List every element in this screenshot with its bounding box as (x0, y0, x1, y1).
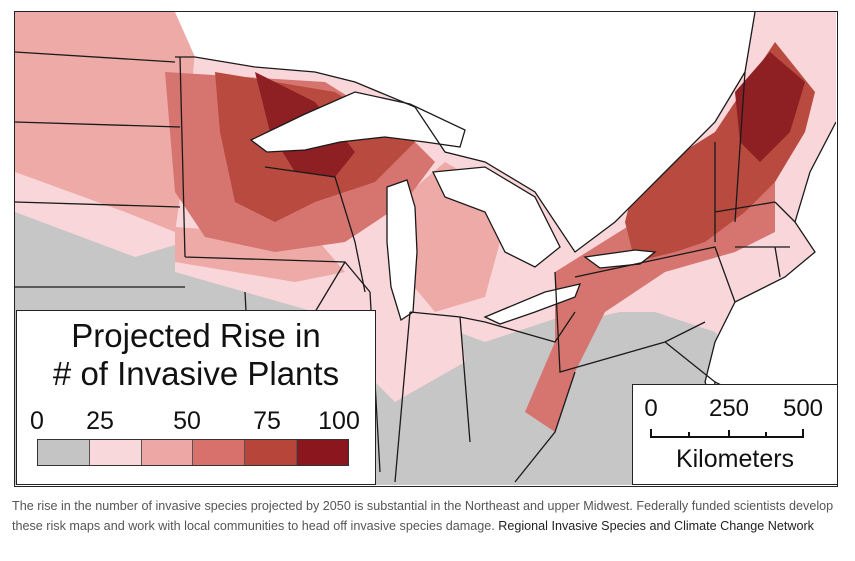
figure-caption: The rise in the number of invasive speci… (12, 496, 844, 536)
state-border (514, 271, 736, 483)
state-border (264, 166, 576, 483)
caption-text: The rise in the number of invasive speci… (12, 499, 834, 533)
scale-tick-label: 250 (708, 395, 750, 422)
legend-tick-label: 50 (173, 407, 201, 435)
map-region-darkest (735, 52, 805, 162)
legend-swatch (297, 440, 348, 465)
legend-title-line1: Projected Rise in (71, 317, 321, 354)
legend-title-line2: # of Invasive Plants (52, 355, 340, 392)
legend-swatch (141, 440, 194, 465)
scale-bar: 0 250 500 Kilometers (632, 384, 838, 485)
lake-superior (251, 92, 465, 152)
scale-tick-label: 500 (782, 395, 824, 422)
caption-source-link[interactable]: Regional Invasive Species and Climate Ch… (498, 519, 814, 533)
legend-tick-label: 100 (318, 407, 360, 435)
map-region-pale (175, 242, 465, 402)
legend-color-bar (37, 439, 349, 466)
state-border (574, 71, 796, 303)
lake-michigan (387, 180, 417, 320)
map-region-light (15, 12, 195, 232)
lake-huron (433, 167, 560, 267)
legend-swatch (38, 440, 90, 465)
legend-title: Projected Rise in # of Invasive Plants (17, 317, 375, 393)
legend-swatch (193, 440, 246, 465)
national-border (175, 12, 756, 253)
legend: Projected Rise in # of Invasive Plants 0… (16, 310, 376, 485)
scale-bar-line (650, 429, 804, 438)
scale-tick-label: 0 (644, 395, 658, 422)
scale-unit-label: Kilometers (675, 445, 795, 473)
legend-tick-label: 25 (86, 407, 114, 435)
legend-tick-label: 0 (30, 407, 44, 435)
legend-swatch (89, 440, 142, 465)
legend-swatch (245, 440, 298, 465)
coastline (249, 91, 836, 485)
legend-tick-label: 75 (253, 407, 281, 435)
